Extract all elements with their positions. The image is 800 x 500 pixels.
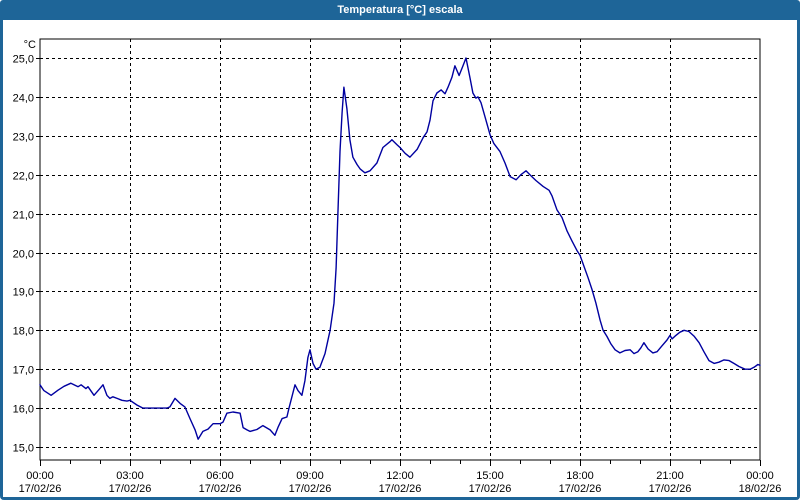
x-tick-time-label: 18:00 — [566, 470, 594, 482]
x-tick-time-label: 12:00 — [386, 470, 414, 482]
title-bar[interactable]: Temperatura [°C] escala — [0, 0, 800, 20]
y-tick-label: 15,0 — [13, 443, 34, 455]
window-border-bottom — [0, 497, 800, 500]
y-tick-label: 19,0 — [13, 287, 34, 299]
y-tick-label: 21,0 — [13, 210, 34, 222]
x-tick-time-label: 06:00 — [206, 470, 234, 482]
x-tick-date-label: 17/02/26 — [469, 483, 512, 495]
x-tick-time-label: 15:00 — [476, 470, 504, 482]
x-tick-time-label: 09:00 — [296, 470, 324, 482]
x-tick-time-label: 00:00 — [746, 470, 774, 482]
y-tick-label: 23,0 — [13, 132, 34, 144]
x-tick-time-label: 03:00 — [116, 470, 144, 482]
y-tick-label: 16,0 — [13, 404, 34, 416]
y-tick-label: 24,0 — [13, 93, 34, 105]
y-tick-label: 17,0 — [13, 365, 34, 377]
y-tick-label: 20,0 — [13, 249, 34, 261]
y-tick-label: 25,0 — [13, 54, 34, 66]
y-tick-label: 18,0 — [13, 326, 34, 338]
window-title: Temperatura [°C] escala — [337, 4, 463, 16]
x-tick-date-label: 17/02/26 — [379, 483, 422, 495]
temperature-chart: 15,0 16,0 17,0 18,0 19,0 20,0 21,0 22,0 23,0 24,0… — [13, 38, 782, 495]
x-tick-date-label: 17/02/26 — [109, 483, 152, 495]
x-tick-date-label: 17/02/26 — [19, 483, 62, 495]
x-tick-date-label: 17/02/26 — [199, 483, 242, 495]
y-axis-unit-label: °C — [24, 39, 36, 51]
x-tick-date-label: 17/02/26 — [559, 483, 602, 495]
temperature-line — [39, 57, 761, 440]
x-tick-date-label: 17/02/26 — [649, 483, 692, 495]
window-border-right — [797, 20, 800, 500]
y-tick-label: 22,0 — [13, 171, 34, 183]
x-tick-date-label: 17/02/26 — [289, 483, 332, 495]
x-tick-time-label: 00:00 — [26, 470, 54, 482]
window-border-left — [0, 20, 3, 500]
x-tick-time-label: 21:00 — [656, 470, 684, 482]
x-tick-date-label: 18/02/26 — [739, 483, 782, 495]
